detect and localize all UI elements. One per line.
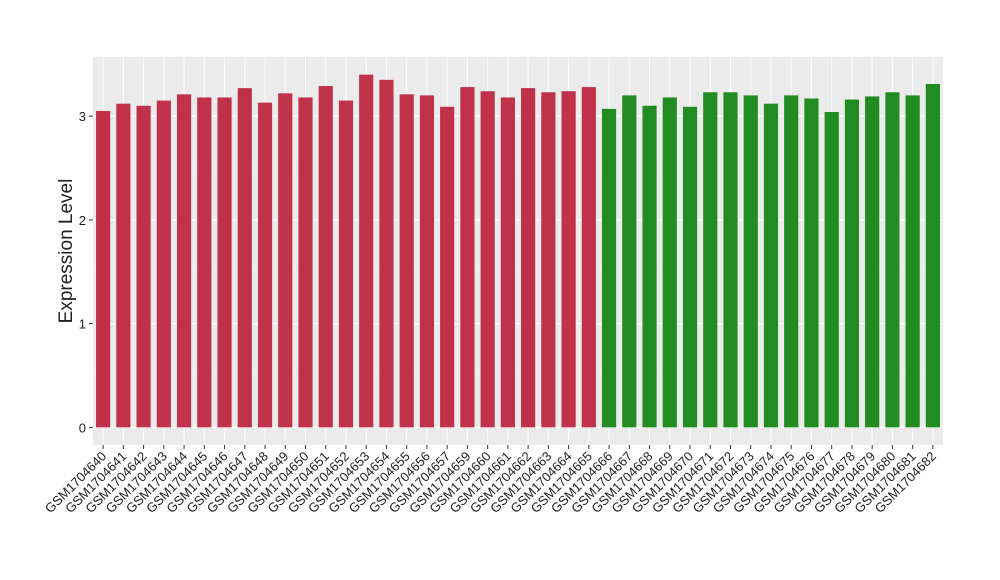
bar — [682, 106, 698, 428]
bar — [824, 111, 839, 428]
bar — [804, 98, 819, 428]
bar — [116, 103, 131, 428]
y-tick-label: 1 — [79, 317, 86, 332]
bar — [379, 79, 394, 428]
bar — [601, 108, 617, 428]
y-tick-label: 3 — [79, 109, 86, 124]
bar — [885, 92, 900, 428]
bar — [865, 96, 880, 428]
bar — [480, 91, 495, 428]
bar — [278, 93, 293, 428]
bar — [257, 102, 273, 428]
plot-panel — [93, 57, 943, 445]
bar — [176, 94, 192, 428]
bar — [541, 92, 556, 428]
bar — [399, 94, 414, 428]
bar — [237, 88, 252, 428]
y-tick-label: 2 — [79, 213, 86, 228]
bar — [440, 106, 455, 428]
bar — [581, 87, 596, 428]
bar — [662, 97, 677, 428]
bar — [703, 92, 718, 428]
bar — [359, 74, 374, 428]
bar — [217, 97, 232, 428]
bar — [136, 105, 151, 428]
bar — [561, 91, 576, 428]
bar — [763, 103, 779, 428]
bar — [743, 95, 758, 428]
bar — [622, 95, 637, 428]
bar — [521, 88, 536, 428]
bar — [844, 99, 860, 428]
bar — [905, 95, 920, 428]
bar — [96, 110, 111, 428]
bar — [642, 105, 657, 428]
bar — [298, 97, 313, 428]
bar — [338, 100, 354, 428]
bar — [419, 95, 435, 428]
bar — [784, 95, 799, 428]
bar — [318, 86, 333, 428]
bar — [500, 97, 515, 428]
bar — [723, 92, 738, 428]
bar — [197, 97, 212, 428]
y-tick-label: 0 — [79, 420, 86, 435]
bar — [460, 87, 475, 428]
bar — [925, 83, 940, 428]
bar — [156, 100, 171, 428]
y-axis-label: Expression Level — [56, 179, 77, 324]
